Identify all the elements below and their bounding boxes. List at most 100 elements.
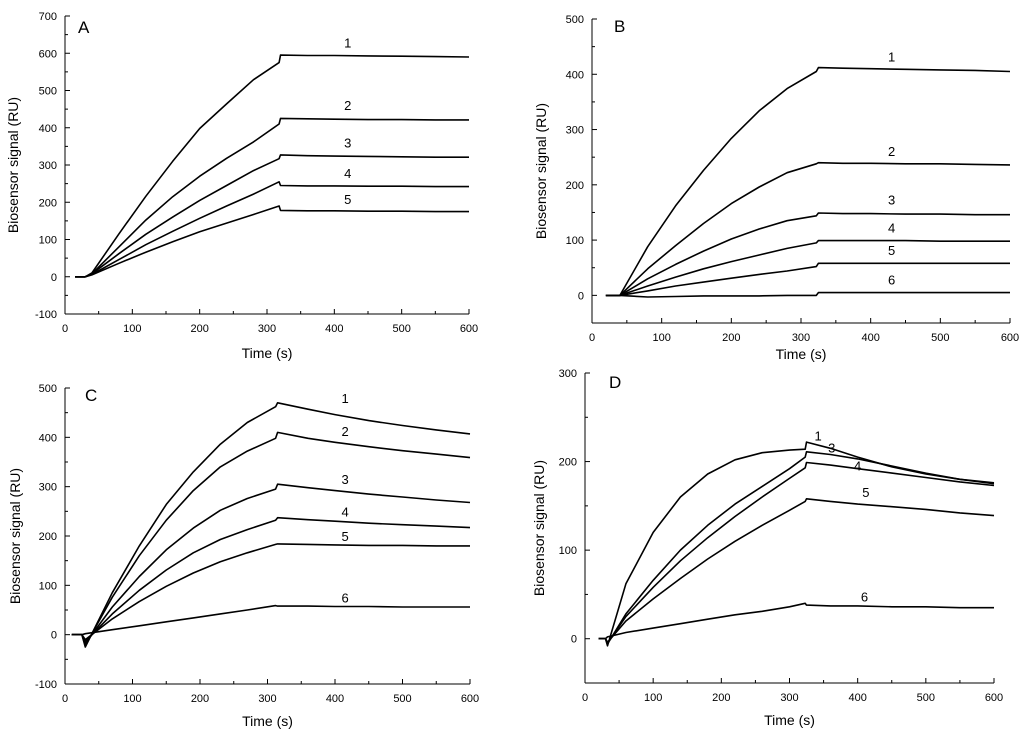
- y-tick-label: 200: [566, 180, 584, 192]
- y-tick-label: 100: [39, 235, 57, 247]
- curve-label: 2: [342, 424, 349, 439]
- panel-label: C: [85, 386, 97, 405]
- curve-label: 1: [888, 50, 895, 65]
- curve-label: 1: [342, 391, 349, 406]
- series-line-4: [598, 461, 995, 644]
- curve-label: 2: [344, 98, 351, 113]
- series-line-3: [71, 483, 471, 645]
- x-tick-label: 300: [792, 332, 810, 344]
- x-tick-label: 500: [931, 332, 949, 344]
- y-tick-label: 500: [39, 86, 57, 98]
- curve-label: 4: [342, 504, 349, 519]
- y-tick-label: 0: [51, 630, 57, 642]
- y-axis-title: Biosensor signal (RU): [5, 97, 21, 233]
- series-line-5: [71, 543, 470, 641]
- curve-label: 6: [342, 591, 349, 606]
- y-tick-label: 600: [39, 48, 57, 60]
- curve-label: 3: [828, 441, 835, 456]
- series-line-6: [605, 291, 1010, 298]
- x-tick-label: 500: [393, 693, 411, 705]
- x-tick-label: 600: [1001, 332, 1019, 344]
- x-axis-title: Time (s): [242, 713, 293, 729]
- x-tick-label: 0: [62, 693, 68, 705]
- x-tick-label: 100: [652, 332, 670, 344]
- series-line-3: [75, 154, 469, 278]
- panel-label: A: [78, 18, 90, 37]
- panel-label: D: [609, 373, 621, 392]
- series-line-4: [71, 516, 471, 643]
- panel-a: 0 100 200 300 400 500 600 -100 0 100 200 300 400 500 6…: [5, 11, 478, 361]
- x-tick-label: 400: [326, 693, 344, 705]
- series-line-1: [605, 66, 1011, 297]
- series-line-1: [598, 441, 995, 647]
- y-tick-label: 200: [559, 457, 577, 469]
- curve-label: 1: [815, 428, 822, 443]
- curve-label: 5: [342, 529, 349, 544]
- x-tick-label: 0: [589, 332, 595, 344]
- series-line-4: [605, 239, 1010, 297]
- y-tick-label: 400: [39, 123, 57, 135]
- panel-c: 0 100 200 300 400 500 600 -100 0 100 200 300 400 500 T…: [7, 383, 479, 729]
- series-line-3: [598, 450, 995, 645]
- curve-label: 3: [344, 135, 351, 150]
- curve-label: 5: [344, 192, 351, 207]
- y-tick-label: 400: [566, 69, 584, 81]
- x-tick-label: 100: [123, 693, 141, 705]
- y-tick-label: 200: [39, 197, 57, 209]
- y-tick-label: 300: [559, 368, 577, 380]
- y-tick-label: 500: [566, 14, 584, 26]
- x-tick-label: 500: [392, 323, 410, 335]
- panel-d: 0 100 200 300 400 500 600 0 100 200 300 Time (s) Bio…: [531, 368, 1003, 728]
- panel-label: B: [614, 17, 625, 36]
- x-tick-label: 500: [917, 692, 935, 704]
- x-tick-label: 100: [123, 323, 141, 335]
- curve-label: 2: [888, 144, 895, 159]
- x-tick-label: 200: [191, 693, 209, 705]
- y-axis-title: Biosensor signal (RU): [531, 460, 547, 596]
- x-axis-title: Time (s): [776, 346, 827, 362]
- series-line-4: [75, 181, 469, 278]
- x-axis-title: Time (s): [242, 345, 293, 361]
- y-tick-label: 0: [578, 290, 584, 302]
- curve-label: 4: [888, 220, 895, 235]
- x-tick-label: 200: [722, 332, 740, 344]
- series-line-5: [75, 205, 469, 278]
- x-tick-label: 200: [190, 323, 208, 335]
- x-tick-label: 200: [712, 692, 730, 704]
- curve-label: 3: [342, 472, 349, 487]
- series-line-1: [71, 401, 471, 648]
- y-tick-label: 100: [39, 580, 57, 592]
- y-tick-label: 300: [39, 482, 57, 494]
- x-axis-title: Time (s): [764, 712, 815, 728]
- series-line-2: [75, 117, 469, 278]
- x-tick-label: 400: [848, 692, 866, 704]
- x-tick-label: 600: [460, 323, 478, 335]
- y-tick-label: 0: [51, 272, 57, 284]
- curve-label: 1: [344, 35, 351, 50]
- x-tick-label: 400: [861, 332, 879, 344]
- series-line-2: [605, 161, 1011, 297]
- y-tick-label: 300: [566, 125, 584, 137]
- x-tick-label: 300: [780, 692, 798, 704]
- x-tick-label: 600: [985, 692, 1003, 704]
- series-line-6: [598, 602, 994, 640]
- y-tick-label: 0: [571, 634, 577, 646]
- x-tick-label: 300: [258, 693, 276, 705]
- y-tick-label: -100: [35, 309, 57, 321]
- panel-b: 0 100 200 300 400 500 600 0 100 200 300 400 500 Time …: [533, 14, 1019, 362]
- x-tick-label: 400: [325, 323, 343, 335]
- x-tick-label: 600: [461, 693, 479, 705]
- curve-label: 5: [888, 243, 895, 258]
- y-tick-label: -100: [35, 679, 57, 691]
- y-tick-label: 400: [39, 432, 57, 444]
- series-line-1: [75, 54, 470, 278]
- series-line-5: [605, 262, 1010, 297]
- series-line-2: [71, 431, 471, 647]
- series-line-3: [605, 212, 1010, 297]
- y-tick-label: 700: [39, 11, 57, 23]
- y-tick-label: 500: [39, 383, 57, 395]
- curve-label: 6: [861, 590, 868, 605]
- series-line-5: [598, 497, 995, 644]
- y-tick-label: 100: [566, 235, 584, 247]
- y-axis-title: Biosensor signal (RU): [533, 103, 549, 239]
